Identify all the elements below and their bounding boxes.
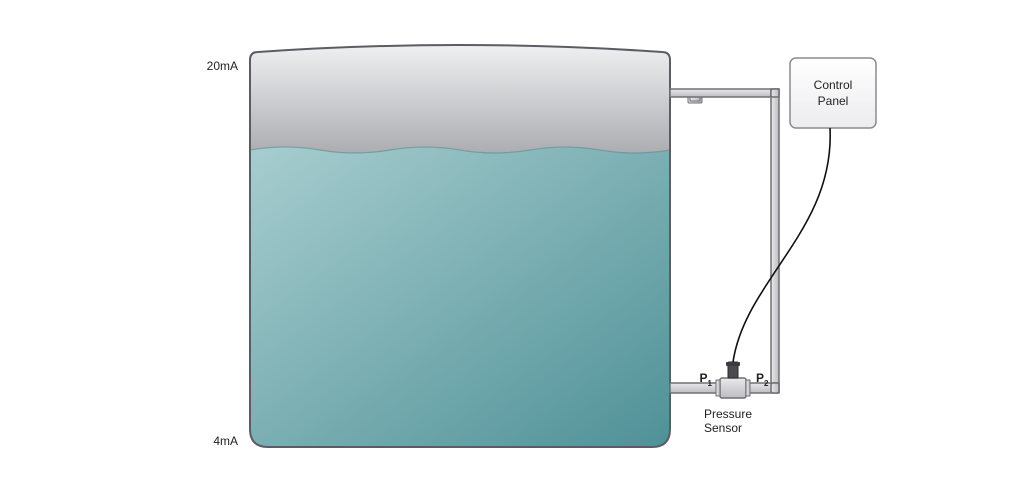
label-4ma: 4mA (213, 434, 238, 448)
control-panel: Control Panel (790, 58, 876, 128)
tank-level-diagram: ControlPanel 20mA4mAP1P2PressureSensor (0, 0, 1024, 500)
pipes (670, 89, 779, 393)
tank (250, 38, 670, 447)
svg-text:Sensor: Sensor (704, 421, 742, 435)
label-pressure-sensor: Pressure (704, 407, 752, 421)
label-20ma: 20mA (207, 59, 238, 73)
svg-text:Panel: Panel (818, 94, 849, 108)
sensor-cable (733, 128, 830, 362)
svg-text:Control: Control (814, 78, 853, 92)
pressure-sensor (716, 362, 750, 398)
